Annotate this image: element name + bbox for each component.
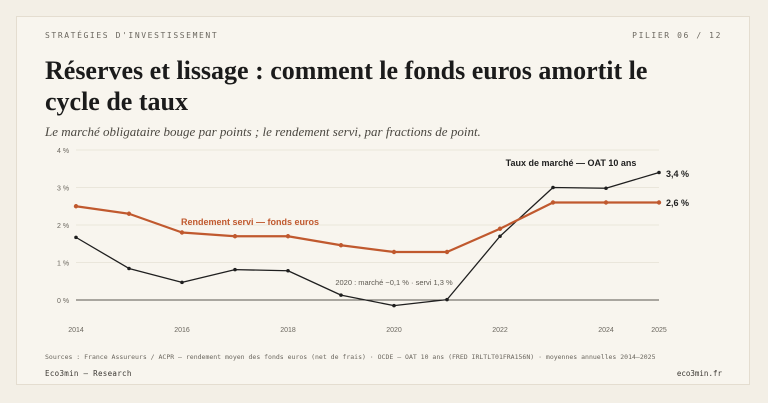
- y-tick-label: 0 %: [57, 298, 69, 305]
- data-point: [232, 234, 238, 239]
- series-line-1: [75, 201, 659, 254]
- data-point: [603, 200, 609, 205]
- page-title: Réserves et lissage : comment le fonds e…: [45, 56, 648, 116]
- y-tick-label: 2 %: [57, 223, 69, 230]
- chart-card: [16, 16, 750, 385]
- data-point: [657, 170, 661, 175]
- data-point: [391, 249, 397, 255]
- annotation-2020: 2020 : marché −0,1 % · servi 1,3 %: [335, 278, 453, 287]
- data-point: [550, 200, 556, 205]
- data-point: [73, 204, 79, 209]
- y-tick-label: 4 %: [57, 148, 69, 155]
- section-kicker: STRATÉGIES D'INVESTISSEMENT: [45, 31, 219, 40]
- end-label-fonds-euros: 2,6 %: [666, 198, 689, 208]
- x-tick-label: 2016: [174, 327, 190, 334]
- x-tick-label: 2018: [280, 327, 296, 334]
- data-point: [179, 230, 185, 235]
- y-tick-label: 3 %: [57, 186, 69, 193]
- sources-note: Sources : France Assureurs / ACPR — rend…: [45, 353, 656, 361]
- x-tick-label: 2022: [492, 327, 508, 334]
- data-point: [180, 280, 184, 285]
- pillar-counter: PILIER 06 / 12: [632, 31, 722, 40]
- data-point: [286, 268, 290, 273]
- data-point: [126, 211, 132, 216]
- data-point: [444, 249, 450, 255]
- x-tick-label: 2014: [68, 327, 84, 334]
- x-tick-label: 2024: [598, 327, 614, 334]
- x-tick-label: 2025: [651, 327, 667, 334]
- y-tick-label: 1 %: [57, 261, 69, 268]
- data-point: [604, 186, 608, 191]
- series-label-oat: Taux de marché — OAT 10 ans: [506, 158, 637, 168]
- data-point: [497, 226, 503, 231]
- data-point: [656, 200, 662, 205]
- chart-labels: Taux de marché — OAT 10 ans Rendement se…: [181, 158, 689, 287]
- data-point: [392, 303, 396, 308]
- data-point: [339, 293, 343, 297]
- x-axis: 2014 2016 2018 2020 2022 2024 2025: [68, 327, 667, 334]
- series-line-0: [75, 171, 660, 307]
- brand-name: Eco3min — Research: [45, 369, 132, 378]
- page-subtitle: Le marché obligataire bouge par points ;…: [45, 124, 481, 139]
- data-point: [445, 297, 449, 302]
- series-label-fonds-euros: Rendement servi — fonds euros: [181, 217, 319, 227]
- data-point: [285, 234, 291, 239]
- series-group: [73, 170, 662, 308]
- data-point: [127, 266, 131, 271]
- data-point: [233, 267, 237, 272]
- data-point: [551, 185, 555, 190]
- data-point: [498, 234, 502, 239]
- data-point: [338, 243, 344, 248]
- data-point: [74, 235, 78, 240]
- end-label-oat: 3,4 %: [666, 169, 689, 179]
- site-url: eco3min.fr: [676, 369, 722, 378]
- x-tick-label: 2020: [386, 327, 402, 334]
